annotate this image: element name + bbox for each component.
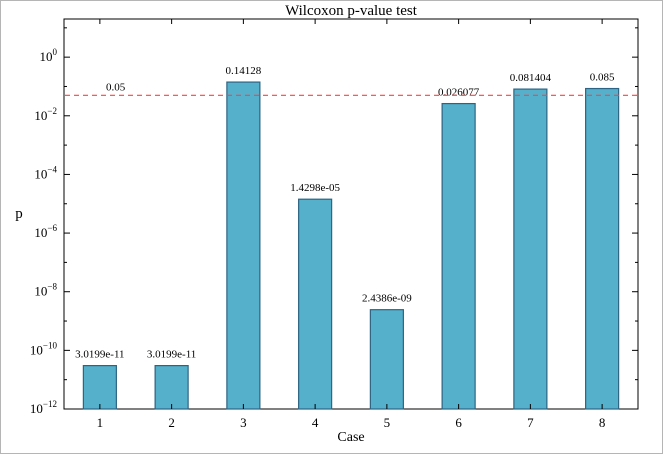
bar-value-label: 3.0199e-11 bbox=[147, 349, 196, 361]
bar-case-8 bbox=[585, 87, 620, 410]
x-tick-label: 7 bbox=[527, 415, 534, 430]
bar-value-label: 0.026077 bbox=[438, 87, 480, 99]
plot-box bbox=[63, 18, 639, 410]
y-tick-label: 10−12 bbox=[30, 399, 57, 416]
y-tick-label: 10−6 bbox=[34, 223, 57, 240]
y-tick-label: 10−8 bbox=[34, 282, 57, 299]
bar-case-6 bbox=[441, 102, 476, 410]
x-tick-label: 2 bbox=[168, 415, 175, 430]
bar-value-label: 2.4386e-09 bbox=[362, 293, 412, 305]
bar-case-4 bbox=[298, 198, 333, 410]
bar-case-3 bbox=[226, 81, 261, 410]
bar-value-label: 0.081404 bbox=[510, 72, 552, 84]
bar-value-label: 3.0199e-11 bbox=[75, 349, 124, 361]
y-tick-label: 10−10 bbox=[30, 340, 58, 357]
bar-value-label: 0.14128 bbox=[226, 65, 262, 77]
bar-case-5 bbox=[369, 309, 404, 410]
chart-title: Wilcoxon p-value test bbox=[285, 3, 417, 19]
bar-value-label: 0.085 bbox=[590, 72, 615, 84]
y-axis-label: p bbox=[15, 206, 23, 222]
y-tick-label: 10−2 bbox=[34, 106, 57, 123]
x-tick-label: 6 bbox=[455, 415, 462, 430]
x-tick-label: 3 bbox=[240, 415, 247, 430]
threshold-label: 0.05 bbox=[106, 81, 126, 93]
y-tick-label: 10−4 bbox=[34, 164, 57, 181]
y-tick-label: 100 bbox=[40, 47, 58, 64]
x-tick-label: 5 bbox=[384, 415, 391, 430]
x-axis-label: Case bbox=[337, 430, 365, 445]
bar-case-7 bbox=[513, 88, 548, 410]
x-tick-label: 8 bbox=[599, 415, 606, 430]
x-tick-label: 4 bbox=[312, 415, 319, 430]
bar-value-label: 1.4298e-05 bbox=[290, 182, 340, 194]
bar-case-1 bbox=[82, 365, 117, 410]
x-tick-label: 1 bbox=[97, 415, 104, 430]
bar-case-2 bbox=[154, 365, 189, 410]
